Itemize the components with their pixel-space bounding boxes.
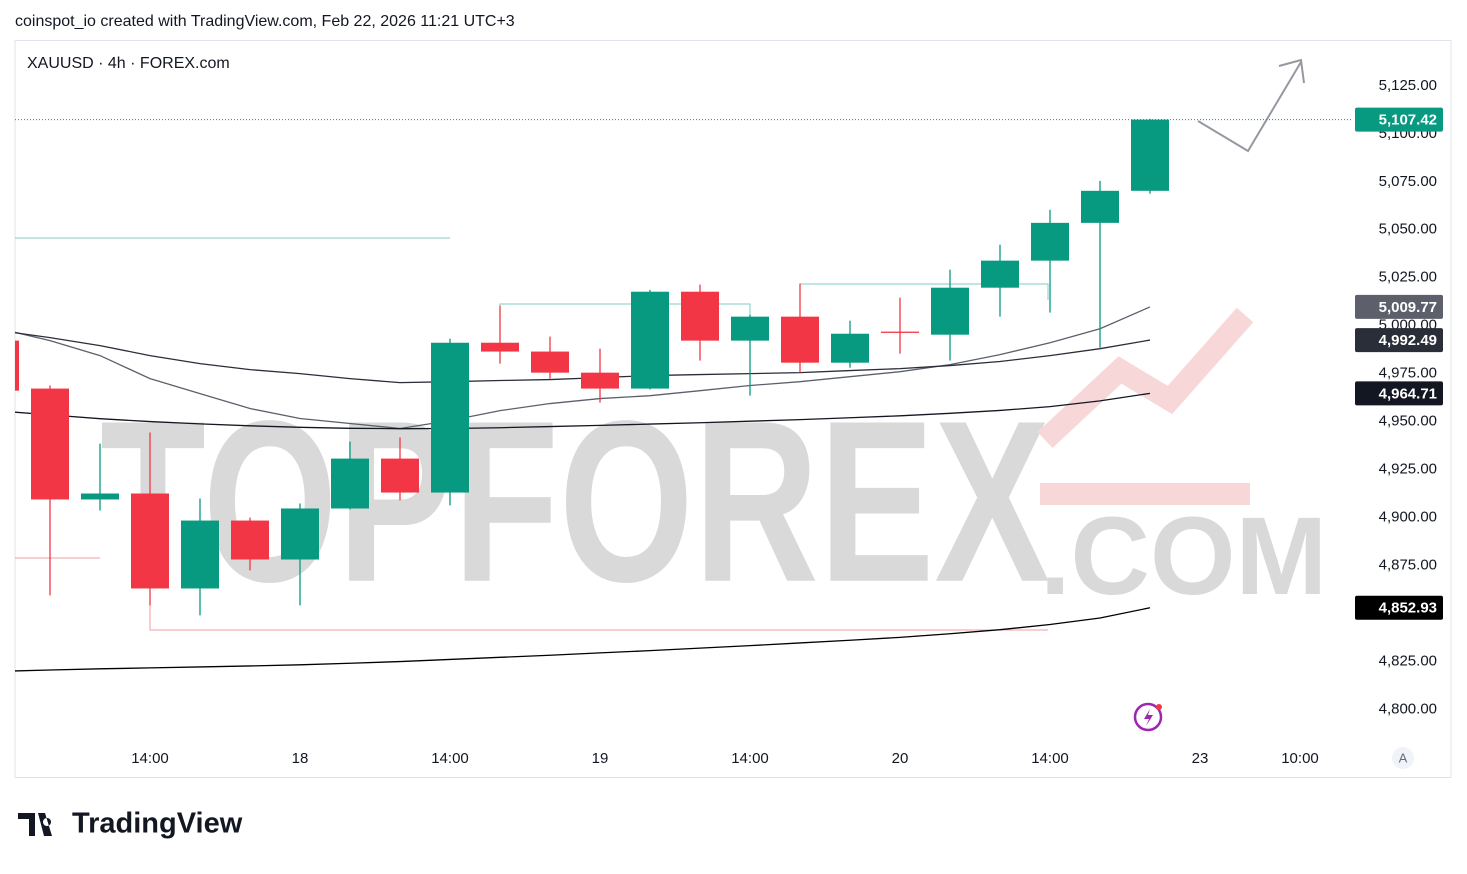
price-badge <box>1355 328 1443 353</box>
arrow-drawing <box>1197 61 1302 153</box>
candle-body <box>1131 119 1169 191</box>
moving-average <box>15 332 1151 384</box>
y-tick-label: 4,825.00 <box>1379 652 1437 669</box>
candle-body <box>131 493 169 589</box>
y-tick-label: 4,875.00 <box>1379 556 1437 573</box>
header-title: coinspot_io created with TradingView.com… <box>15 13 515 30</box>
drawing-line <box>149 600 1048 631</box>
watermark-logo <box>1040 483 1250 505</box>
y-tick-label: 5,125.00 <box>1379 77 1437 94</box>
x-tick-label: 20 <box>892 750 909 767</box>
x-tick-label: 23 <box>1192 750 1209 767</box>
y-tick-label: 5,025.00 <box>1379 269 1437 286</box>
candle-body <box>81 493 119 500</box>
chart-frame <box>14 40 1452 778</box>
candle-body <box>931 287 969 335</box>
alert-dot <box>1156 704 1162 710</box>
watermark-logo <box>1037 307 1254 449</box>
price-badge <box>1355 381 1443 406</box>
x-tick-label: 10:00 <box>1281 750 1319 767</box>
candle-body <box>31 388 69 500</box>
symbol-title: XAUUSD · 4h · FOREX.com <box>27 55 230 72</box>
x-tick-label: 18 <box>292 750 309 767</box>
candle-body <box>331 458 369 509</box>
scale-button-label[interactable]: A <box>1399 750 1408 765</box>
candle-body <box>581 372 619 389</box>
scale-button[interactable] <box>1392 747 1414 769</box>
alert-icon-bolt <box>1144 709 1153 726</box>
moving-average <box>15 306 1151 430</box>
watermark-suffix: .COM <box>1040 495 1327 618</box>
candle-body <box>231 520 269 560</box>
footer-brand: TradingView <box>72 808 243 840</box>
y-tick-label: 4,925.00 <box>1379 460 1437 477</box>
y-tick-label: 4,900.00 <box>1379 508 1437 525</box>
price-badge <box>1355 107 1443 132</box>
plot-area <box>15 118 1169 672</box>
moving-average <box>15 392 1151 430</box>
moving-average <box>15 607 1151 672</box>
y-tick-label: 5,075.00 <box>1379 173 1437 190</box>
tv-logo <box>18 813 52 836</box>
candle-body <box>981 260 1019 288</box>
candle-body <box>781 316 819 363</box>
price-badge <box>1355 595 1443 620</box>
x-tick-label: 14:00 <box>131 750 169 767</box>
x-tick-label: 19 <box>592 750 609 767</box>
x-tick-label: 14:00 <box>1031 750 1069 767</box>
watermark-text: TOPFOREX <box>100 373 1050 630</box>
candle-body <box>1031 222 1069 261</box>
candle-body <box>381 458 419 493</box>
candle-body <box>181 520 219 589</box>
y-tick-label: 4,975.00 <box>1379 365 1437 382</box>
candle-body <box>531 351 569 373</box>
candle-body <box>881 331 919 333</box>
candle-body <box>731 316 769 341</box>
price-badge <box>1355 294 1443 319</box>
y-tick-label: 4,800.00 <box>1379 700 1437 717</box>
price-badge-label: 4,992.49 <box>1379 332 1437 349</box>
alert-icon[interactable] <box>1133 702 1163 732</box>
candle-body <box>681 291 719 341</box>
candle-body <box>15 340 19 391</box>
price-badge-label: 5,107.42 <box>1379 112 1437 129</box>
y-tick-label: 5,050.00 <box>1379 221 1437 238</box>
watermark: TOPFOREX .COM <box>100 307 1327 630</box>
candle-body <box>831 333 869 363</box>
arrow-head <box>1278 58 1305 84</box>
y-tick-label: 4,950.00 <box>1379 413 1437 430</box>
x-tick-label: 14:00 <box>731 750 769 767</box>
candle-body <box>481 342 519 352</box>
x-tick-label: 14:00 <box>431 750 469 767</box>
candle-body <box>281 508 319 560</box>
price-badge-label: 4,852.93 <box>1379 600 1437 617</box>
price-badge-label: 4,964.71 <box>1379 385 1437 402</box>
candle-body <box>1081 190 1119 223</box>
candle-body <box>431 342 469 493</box>
price-badge-label: 5,009.77 <box>1379 299 1437 316</box>
candle-body <box>631 291 669 389</box>
